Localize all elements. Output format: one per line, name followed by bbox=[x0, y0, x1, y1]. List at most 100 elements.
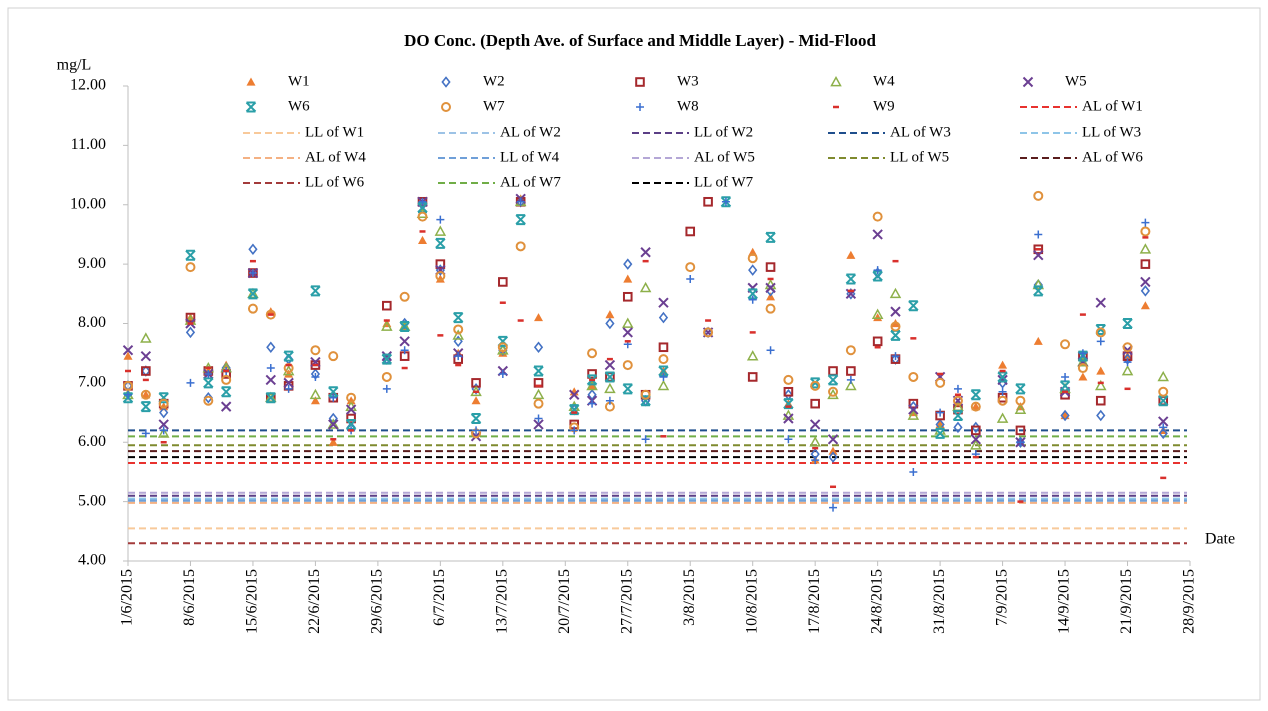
marker bbox=[871, 308, 884, 319]
marker bbox=[266, 341, 276, 354]
marker bbox=[159, 406, 169, 419]
legend-label: LL of W6 bbox=[305, 174, 365, 190]
marker bbox=[470, 413, 482, 424]
marker bbox=[845, 345, 856, 356]
marker bbox=[1121, 364, 1134, 376]
marker bbox=[345, 418, 357, 430]
marker bbox=[436, 215, 445, 224]
marker bbox=[765, 262, 776, 272]
marker bbox=[346, 392, 357, 403]
marker bbox=[140, 389, 151, 400]
marker bbox=[1095, 395, 1106, 406]
marker bbox=[533, 398, 544, 409]
marker bbox=[1059, 380, 1071, 392]
marker bbox=[497, 335, 509, 347]
marker bbox=[417, 211, 428, 222]
marker bbox=[418, 197, 427, 206]
marker bbox=[1122, 318, 1133, 329]
legend-marker bbox=[1022, 76, 1034, 88]
marker bbox=[1033, 250, 1044, 261]
x-tick-label: 31/8/2015 bbox=[931, 569, 948, 634]
marker bbox=[1122, 342, 1133, 353]
y-tick-label: 11.00 bbox=[71, 136, 106, 153]
marker bbox=[997, 395, 1008, 406]
legend-label: W6 bbox=[288, 98, 310, 114]
marker bbox=[1095, 323, 1106, 335]
legend-label: LL of W4 bbox=[500, 149, 560, 165]
marker bbox=[220, 386, 232, 398]
marker bbox=[497, 342, 508, 353]
marker bbox=[659, 372, 668, 381]
marker bbox=[1033, 244, 1044, 255]
marker bbox=[1015, 425, 1026, 436]
marker bbox=[283, 377, 294, 389]
legend-label: AL of W2 bbox=[500, 124, 561, 140]
marker bbox=[890, 321, 901, 332]
marker bbox=[498, 369, 507, 378]
marker bbox=[1095, 327, 1106, 338]
marker bbox=[970, 389, 982, 401]
legend-label: W8 bbox=[677, 98, 699, 114]
y-tick-label: 5.00 bbox=[78, 492, 106, 509]
marker bbox=[845, 379, 857, 391]
marker bbox=[221, 374, 232, 385]
marker bbox=[435, 271, 446, 281]
y-tick-label: 6.00 bbox=[78, 433, 106, 450]
marker bbox=[265, 374, 276, 386]
marker bbox=[908, 371, 919, 382]
legend-marker bbox=[441, 76, 451, 88]
marker bbox=[140, 401, 152, 413]
marker bbox=[435, 259, 446, 269]
marker bbox=[248, 269, 257, 278]
marker bbox=[935, 377, 946, 388]
marker bbox=[828, 386, 839, 397]
marker bbox=[141, 429, 150, 438]
marker bbox=[970, 401, 981, 412]
x-tick-label: 1/6/2015 bbox=[119, 569, 136, 626]
marker bbox=[873, 266, 882, 275]
legend-label: AL of W5 bbox=[694, 149, 755, 165]
marker bbox=[623, 258, 633, 270]
marker bbox=[1139, 243, 1152, 254]
marker bbox=[533, 365, 544, 377]
y-tick-label: 12.00 bbox=[70, 77, 106, 94]
marker bbox=[328, 351, 339, 362]
legend-label: W3 bbox=[677, 73, 699, 89]
x-tick-label: 8/6/2015 bbox=[181, 569, 198, 626]
marker bbox=[588, 399, 597, 408]
marker bbox=[953, 421, 963, 434]
marker bbox=[890, 306, 901, 317]
x-tick-label: 21/9/2015 bbox=[1118, 569, 1135, 634]
x-tick-label: 14/9/2015 bbox=[1056, 569, 1073, 634]
marker bbox=[811, 456, 820, 465]
legend-label: LL of W7 bbox=[694, 174, 754, 190]
marker bbox=[784, 435, 793, 444]
marker bbox=[783, 374, 794, 385]
x-tick-label: 7/9/2015 bbox=[993, 569, 1010, 626]
marker bbox=[204, 369, 213, 378]
marker bbox=[265, 392, 276, 404]
legend-label: W7 bbox=[483, 98, 505, 114]
marker bbox=[157, 427, 170, 438]
marker bbox=[587, 348, 598, 359]
marker bbox=[418, 235, 428, 244]
y-tick-label: 8.00 bbox=[78, 314, 106, 331]
marker bbox=[533, 419, 544, 430]
marker bbox=[569, 404, 580, 416]
marker bbox=[873, 313, 883, 322]
marker bbox=[381, 353, 393, 365]
marker bbox=[185, 312, 196, 323]
marker bbox=[952, 395, 963, 406]
legend-marker bbox=[246, 77, 256, 86]
marker bbox=[970, 434, 982, 445]
marker bbox=[1140, 259, 1151, 269]
legend-marker bbox=[830, 75, 842, 87]
marker bbox=[622, 360, 633, 371]
marker bbox=[809, 419, 821, 430]
marker bbox=[971, 402, 981, 411]
marker bbox=[185, 326, 196, 339]
marker bbox=[346, 396, 356, 405]
marker bbox=[1157, 370, 1170, 382]
